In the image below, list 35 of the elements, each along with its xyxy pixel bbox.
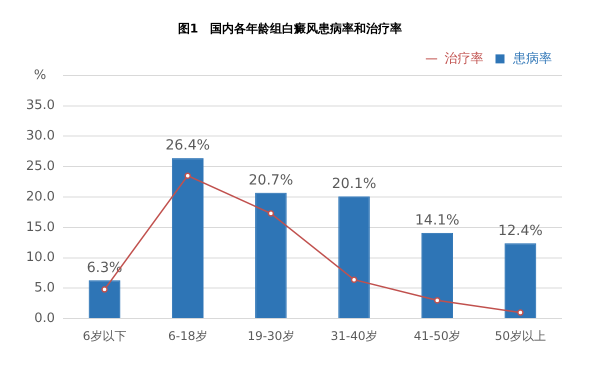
x-tick-label: 6-18岁 <box>168 328 208 343</box>
data-label: 12.4% <box>498 222 543 239</box>
point <box>517 309 524 316</box>
y-tick-label: 5.0 <box>34 280 55 296</box>
x-tick-label: 50岁以上 <box>494 328 546 343</box>
bar <box>255 192 287 318</box>
point <box>101 286 108 293</box>
bar <box>88 280 120 318</box>
x-tick-label: 41-50岁 <box>414 328 461 343</box>
point <box>350 276 358 283</box>
bar <box>421 232 454 318</box>
y-tick-label: 35.0 <box>26 98 55 114</box>
bar <box>172 158 204 318</box>
y-tick-label: 15.0 <box>26 220 55 235</box>
x-tick-label: 19-30岁 <box>247 328 294 343</box>
x-tick-label: 31-40岁 <box>330 328 378 343</box>
bar <box>338 196 370 318</box>
y-tick-label: 10.0 <box>26 250 55 266</box>
x-tick-label: 6岁以下 <box>82 328 126 343</box>
data-label: 20.1% <box>332 176 376 192</box>
y-tick-label: 0.0 <box>34 310 55 326</box>
legend-label: 患病率 <box>512 50 552 66</box>
y-axis-title: % <box>34 68 46 83</box>
point <box>268 210 274 217</box>
y-tick-label: 20.0 <box>26 189 55 204</box>
point <box>184 172 191 179</box>
legend-label: 治疗率 <box>444 50 484 66</box>
y-tick-label: 30.0 <box>26 128 55 144</box>
chart-title: 图1 国内各年龄组白癜风患病率和治疗率 <box>178 21 402 36</box>
y-tick-label: 25.0 <box>26 158 55 174</box>
data-label: 20.7% <box>248 172 294 188</box>
point <box>434 297 440 304</box>
bar <box>504 243 536 318</box>
data-label: 26.4% <box>165 138 210 154</box>
data-label: 14.1% <box>414 212 460 229</box>
